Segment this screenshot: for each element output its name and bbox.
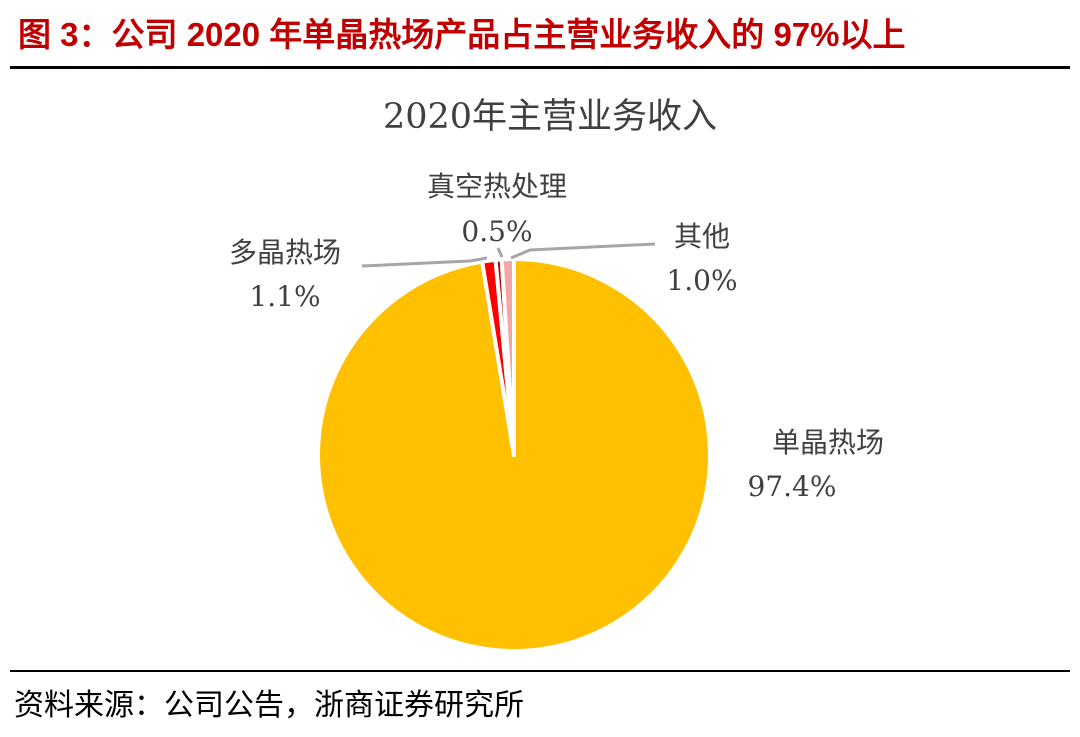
slice-label-其他: 其他 <box>674 220 730 253</box>
leader-line-其他 <box>510 242 656 260</box>
slice-label-真空热处理: 真空热处理 <box>427 170 567 203</box>
pie-slices <box>316 257 712 653</box>
slice-value-多晶热场: 1.1% <box>249 280 320 313</box>
slice-label-单晶热场: 单晶热场 <box>772 426 884 459</box>
figure-title-text: 公司 2020 年单晶热场产品占主营业务收入的 97%以上 <box>111 16 906 53</box>
slice-label-多晶热场: 多晶热场 <box>229 236 341 269</box>
leader-line-真空热处理 <box>496 247 504 258</box>
slice-value-单晶热场: 97.4% <box>748 470 837 503</box>
pie-slice-其他 <box>499 257 516 457</box>
chart-title: 2020年主营业务收入 <box>383 97 717 137</box>
slice-value-真空热处理: 0.5% <box>461 215 532 248</box>
figure-title: 图 3：公司 2020 年单晶热场产品占主营业务收入的 97%以上 <box>18 8 906 56</box>
leader-line-多晶热场 <box>361 256 488 268</box>
source-note: 资料来源：公司公告，浙商证券研究所 <box>14 688 524 723</box>
figure-number: 图 3： <box>18 16 112 53</box>
slice-value-其他: 1.0% <box>666 264 737 297</box>
top-rule <box>10 66 1070 69</box>
bottom-rule <box>10 670 1070 672</box>
